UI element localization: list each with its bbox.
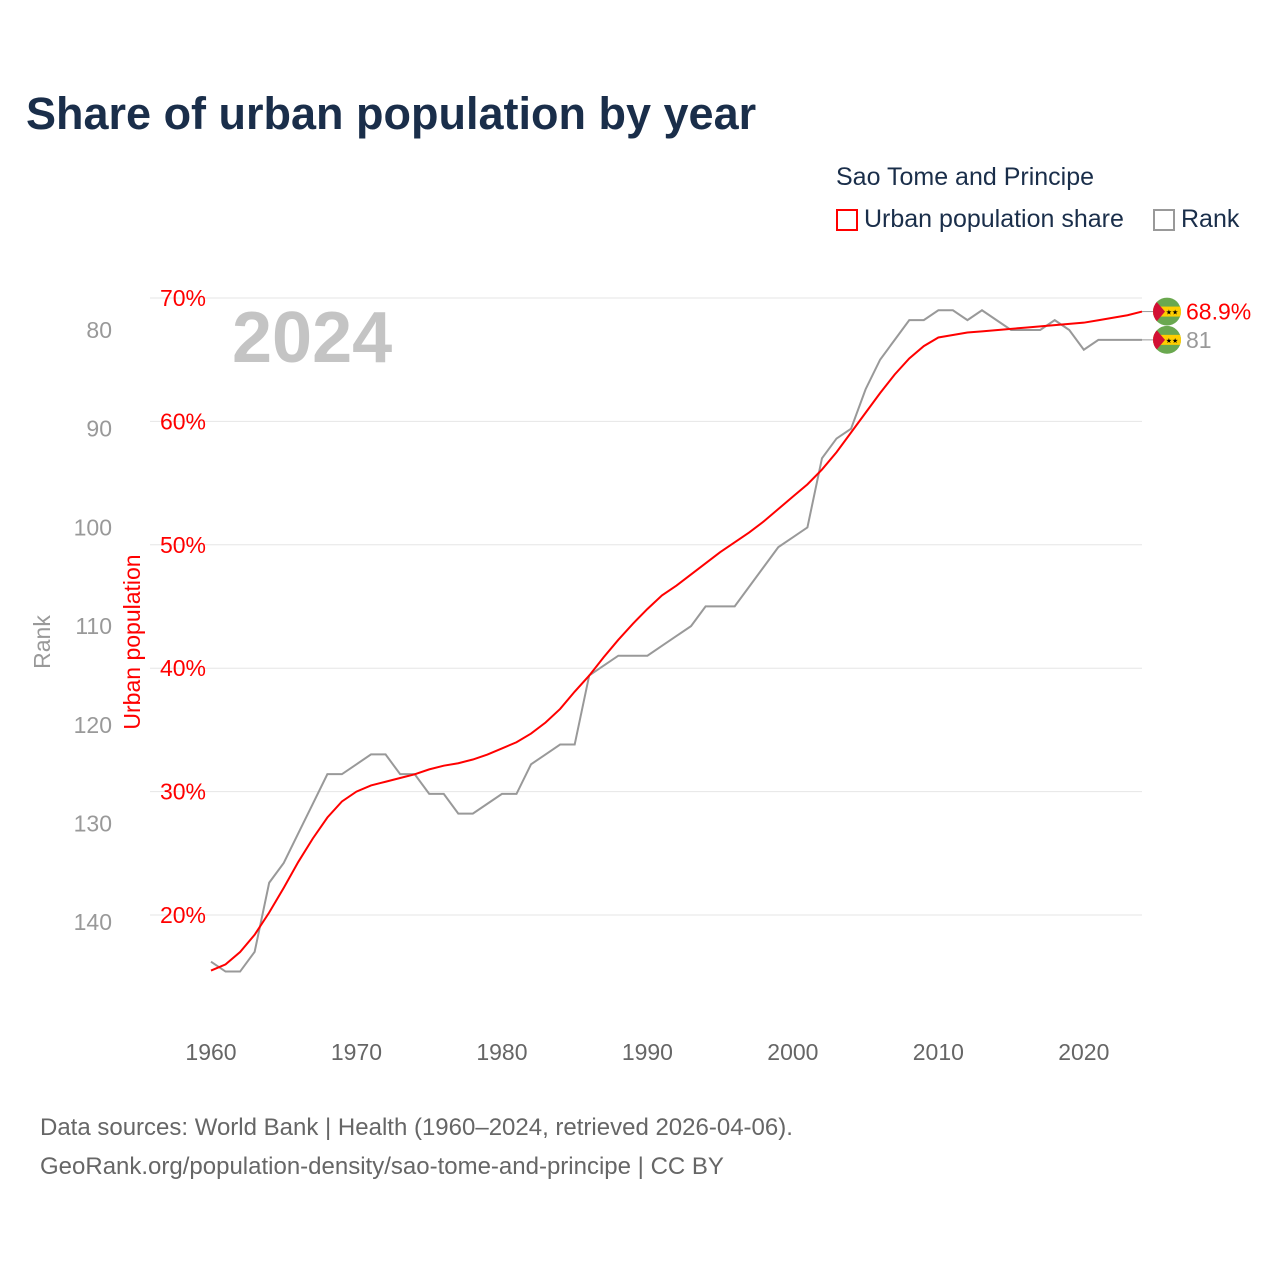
rank-tick-label: 130 bbox=[74, 811, 112, 837]
urban-tick-label: 70% bbox=[160, 285, 206, 311]
x-tick-label: 2000 bbox=[767, 1039, 818, 1065]
legend-swatch-rank bbox=[1153, 208, 1175, 231]
svg-text:★★: ★★ bbox=[1166, 337, 1179, 345]
legend-title: Sao Tome and Principe bbox=[836, 163, 1095, 191]
rank-tick-label: 140 bbox=[74, 909, 112, 935]
rank-tick-label: 100 bbox=[74, 514, 112, 540]
urban-tick-label: 50% bbox=[160, 532, 206, 558]
legend-label-urban: Urban population share bbox=[864, 205, 1124, 233]
x-tick-label: 1980 bbox=[476, 1039, 527, 1065]
x-tick-label: 1960 bbox=[185, 1039, 236, 1065]
urban-tick-label: 20% bbox=[160, 902, 206, 928]
end-label-urban: 68.9% bbox=[1186, 299, 1251, 325]
x-tick-label: 1990 bbox=[622, 1039, 673, 1065]
urban-tick-label: 40% bbox=[160, 655, 206, 681]
urban-line bbox=[210, 310, 1143, 972]
x-tick-label: 1970 bbox=[331, 1039, 382, 1065]
x-tick-label: 2010 bbox=[913, 1039, 964, 1065]
rank-tick-label: 120 bbox=[74, 712, 112, 738]
urban-tick-label: 60% bbox=[160, 408, 206, 434]
svg-text:★★: ★★ bbox=[1166, 309, 1179, 317]
rank-tick-label: 80 bbox=[86, 317, 112, 343]
end-label-rank: 81 bbox=[1186, 327, 1212, 353]
legend-item-rank[interactable]: Rank bbox=[1153, 205, 1239, 234]
legend-label-rank: Rank bbox=[1181, 205, 1240, 233]
y-axis-label-rank: Rank bbox=[29, 615, 55, 669]
legend-item-urban[interactable]: Urban population share bbox=[836, 205, 1124, 234]
footer: Data sources: World Bank | Health (1960–… bbox=[40, 1108, 793, 1186]
rank-tick-label: 110 bbox=[75, 613, 112, 639]
rank-tick-label: 90 bbox=[86, 416, 112, 442]
legend-swatch-urban bbox=[836, 208, 858, 231]
rank-line bbox=[210, 309, 1142, 973]
year-watermark: 2024 bbox=[232, 298, 392, 378]
urban-tick-label: 30% bbox=[160, 779, 206, 805]
x-tick-label: 2020 bbox=[1058, 1039, 1109, 1065]
chart-title: Share of urban population by year bbox=[26, 88, 757, 139]
source-link[interactable]: GeoRank.org/population-density/sao-tome-… bbox=[40, 1153, 724, 1180]
source-text: Data sources: World Bank | Health (1960–… bbox=[40, 1114, 793, 1141]
y-axis-label-urban: Urban population bbox=[119, 554, 145, 729]
flag-icon: ★★ bbox=[1153, 325, 1181, 354]
flag-icon: ★★ bbox=[1153, 297, 1181, 326]
